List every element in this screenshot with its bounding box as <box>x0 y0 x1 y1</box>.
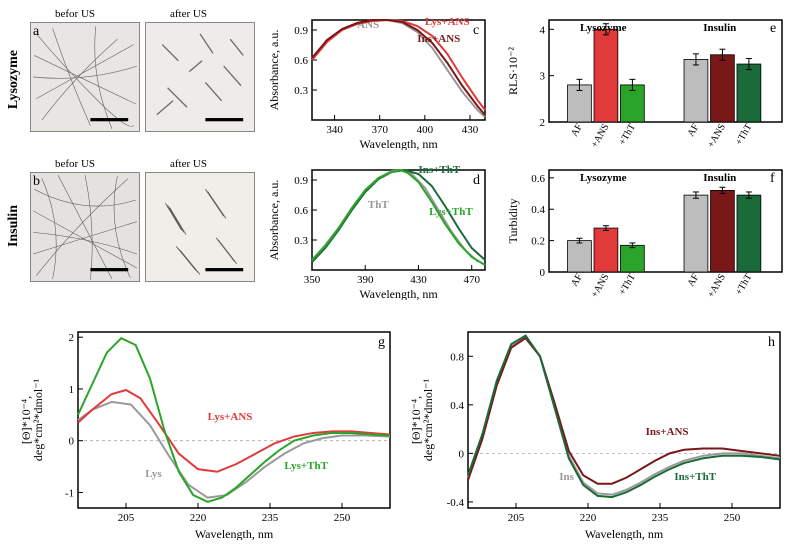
svg-text:0.6: 0.6 <box>294 55 308 67</box>
svg-text:Absorbance, a.u.: Absorbance, a.u. <box>268 30 281 111</box>
svg-text:2: 2 <box>69 332 75 344</box>
svg-text:1: 1 <box>69 384 75 396</box>
svg-text:0.2: 0.2 <box>531 236 545 248</box>
svg-text:deg*cm²*dmol⁻¹: deg*cm²*dmol⁻¹ <box>31 379 45 462</box>
panel-d-chart: 350 390 430 470 0.3 0.6 0.9 ThT Ins+ThT Lys+ThT Wa… <box>268 160 493 300</box>
svg-text:400: 400 <box>417 124 434 136</box>
svg-text:Absorbance, a.u.: Absorbance, a.u. <box>268 180 281 261</box>
svg-text:Ins+ThT: Ins+ThT <box>674 471 716 483</box>
svg-text:+ANS: +ANS <box>589 272 611 300</box>
panel-g-chart: 205 220 235 250 -1 0 1 2 Lys Lys+ANS Lys+ThT Wavele… <box>20 320 400 540</box>
svg-text:0.9: 0.9 <box>294 25 308 37</box>
svg-text:250: 250 <box>724 512 741 524</box>
panel-f-chart: 00.20.40.6AF+ANS+ThTLysozymeAF+ANS+ThTIn… <box>505 160 790 300</box>
svg-text:3: 3 <box>540 71 546 83</box>
svg-text:AF: AF <box>686 122 702 139</box>
svg-text:Ins+ANS: Ins+ANS <box>646 426 689 438</box>
svg-text:205: 205 <box>508 512 525 524</box>
svg-text:+ThT: +ThT <box>617 272 638 297</box>
svg-text:2: 2 <box>540 117 546 129</box>
svg-text:c: c <box>473 23 479 38</box>
after-us-label-a: after US <box>170 8 207 20</box>
svg-text:0.3: 0.3 <box>294 85 308 97</box>
svg-text:-1: -1 <box>65 487 74 499</box>
svg-text:+ANS: +ANS <box>706 122 728 150</box>
svg-text:Lys: Lys <box>145 468 162 480</box>
svg-text:AF: AF <box>569 122 585 139</box>
svg-text:Lys+ThT: Lys+ThT <box>429 206 473 218</box>
svg-text:Lysozyme: Lysozyme <box>580 172 627 184</box>
before-us-label-b: befor US <box>55 158 95 170</box>
svg-text:Insulin: Insulin <box>703 22 736 34</box>
svg-text:Wavelength, nm: Wavelength, nm <box>195 527 274 540</box>
svg-text:430: 430 <box>410 274 427 286</box>
svg-text:0.4: 0.4 <box>531 204 545 216</box>
svg-text:Ins+ThT: Ins+ThT <box>418 164 460 176</box>
svg-text:deg*cm²*dmol⁻¹: deg*cm²*dmol⁻¹ <box>421 379 435 462</box>
svg-text:-0.4: -0.4 <box>447 497 465 509</box>
svg-text:430: 430 <box>462 124 479 136</box>
panel-e-chart: 234AF+ANS+ThTLysozymeAF+ANS+ThTInsulinRL… <box>505 10 790 150</box>
svg-text:+ThT: +ThT <box>734 122 755 147</box>
tem-lysozyme-before <box>30 22 140 132</box>
svg-text:0.3: 0.3 <box>294 235 308 247</box>
svg-text:f: f <box>770 171 775 186</box>
insulin-label: Insulin <box>6 205 22 247</box>
svg-text:0.9: 0.9 <box>294 175 308 187</box>
svg-text:h: h <box>768 335 775 350</box>
svg-text:+ANS: +ANS <box>706 272 728 300</box>
svg-text:AF: AF <box>569 272 585 289</box>
svg-text:205: 205 <box>118 512 135 524</box>
svg-text:0: 0 <box>459 448 465 460</box>
svg-text:235: 235 <box>652 512 669 524</box>
svg-text:0.6: 0.6 <box>531 173 545 185</box>
svg-text:e: e <box>770 21 776 36</box>
svg-text:350: 350 <box>304 274 321 286</box>
svg-text:0.6: 0.6 <box>294 205 308 217</box>
svg-text:470: 470 <box>463 274 480 286</box>
panel-a-label: a <box>33 24 39 40</box>
tem-lysozyme-after <box>145 22 255 132</box>
svg-text:Wavelength, nm: Wavelength, nm <box>359 137 438 150</box>
panel-c-chart: 3403704004300.30.60.9ANSLys+ANSIns+ANSWa… <box>268 10 493 150</box>
lysozyme-label: Lysozyme <box>6 50 22 109</box>
svg-text:0.4: 0.4 <box>450 400 464 412</box>
svg-text:0: 0 <box>69 436 75 448</box>
svg-text:Lys+ANS: Lys+ANS <box>208 411 253 423</box>
svg-text:340: 340 <box>326 124 343 136</box>
panel-b-label: b <box>33 174 40 190</box>
svg-text:Turbidity: Turbidity <box>506 199 520 244</box>
svg-text:0: 0 <box>540 267 546 279</box>
before-us-label-a: befor US <box>55 8 95 20</box>
svg-text:0.8: 0.8 <box>450 351 464 363</box>
svg-text:220: 220 <box>190 512 207 524</box>
svg-text:Lys+ANS: Lys+ANS <box>425 16 470 28</box>
svg-text:250: 250 <box>334 512 351 524</box>
tem-insulin-before <box>30 172 140 282</box>
svg-text:Ins+ANS: Ins+ANS <box>417 33 460 45</box>
svg-text:390: 390 <box>357 274 374 286</box>
svg-text:d: d <box>473 173 480 188</box>
svg-text:Lys+ThT: Lys+ThT <box>284 460 328 472</box>
svg-text:Lysozyme: Lysozyme <box>580 22 627 34</box>
svg-text:235: 235 <box>262 512 279 524</box>
svg-text:220: 220 <box>580 512 597 524</box>
svg-text:g: g <box>378 335 385 350</box>
svg-text:AF: AF <box>686 272 702 289</box>
svg-text:Wavelength, nm: Wavelength, nm <box>359 287 438 300</box>
after-us-label-b: after US <box>170 158 207 170</box>
svg-text:RLS·10⁻²: RLS·10⁻² <box>506 47 520 95</box>
svg-text:Ins: Ins <box>559 471 574 483</box>
svg-text:+ANS: +ANS <box>589 122 611 150</box>
svg-text:+ThT: +ThT <box>617 122 638 147</box>
svg-text:ThT: ThT <box>368 199 389 211</box>
tem-insulin-after <box>145 172 255 282</box>
svg-text:+ThT: +ThT <box>734 272 755 297</box>
svg-text:Insulin: Insulin <box>703 172 736 184</box>
svg-text:4: 4 <box>540 24 546 36</box>
svg-text:370: 370 <box>371 124 388 136</box>
panel-h-chart: 205 220 235 250 -0.4 0 0.4 0.8 Ins Ins+ANS Ins+ThT… <box>410 320 790 540</box>
svg-text:Wavelength, nm: Wavelength, nm <box>585 527 664 540</box>
